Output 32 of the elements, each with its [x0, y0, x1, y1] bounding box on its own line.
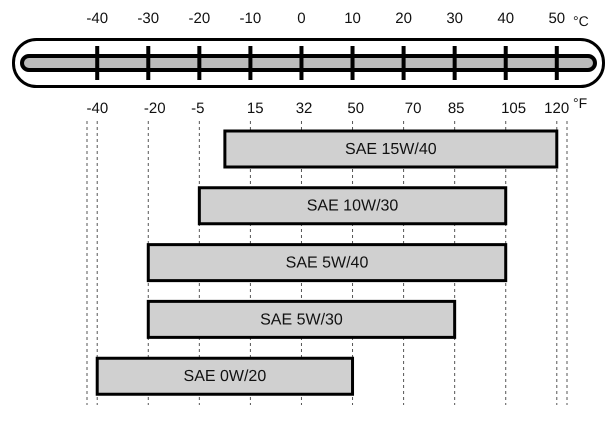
x2-tick-label: 105: [501, 100, 526, 117]
x-tick-label: -30: [137, 10, 160, 27]
x-tick-label: 50: [548, 10, 566, 27]
x2-tick-label: -40: [86, 100, 108, 117]
y-tick-label: SAE 10W/30: [306, 198, 398, 215]
y-tick-label: SAE 5W/30: [260, 311, 343, 328]
x-tick-label: 20: [395, 10, 412, 27]
x2-tick-label: 120: [544, 100, 570, 117]
bar: [198, 186, 508, 226]
x2-tick-label: 50: [347, 100, 364, 117]
x-tick-label: 40: [497, 10, 514, 27]
x2-tick-label: 70: [404, 100, 422, 117]
x2-tick-label: 85: [448, 100, 465, 117]
y-tick-label: SAE 5W/40: [286, 254, 368, 272]
x2-tick-label: -20: [144, 100, 166, 117]
y-tick-label: SAE 15W/40: [345, 140, 437, 158]
x-axis-title: °C: [573, 12, 589, 29]
x-tick-label: -40: [86, 10, 108, 27]
x-tick-label: 30: [446, 10, 464, 27]
bar: [223, 130, 558, 168]
x-tick-label: 0: [297, 10, 306, 27]
x-tick-label: 10: [344, 10, 361, 27]
y-tick-label: SAE 0W/20: [184, 368, 266, 386]
x-tick-label: -20: [188, 10, 210, 27]
bar: [96, 356, 354, 396]
x2-tick-label: 32: [296, 100, 312, 117]
x2-axis-title: °F: [573, 95, 588, 111]
bar: [146, 300, 456, 339]
x2-tick-label: -5: [191, 100, 204, 117]
bar: [146, 243, 508, 282]
x2-tick-label: 15: [246, 100, 264, 117]
x-tick-label: -10: [240, 10, 262, 27]
